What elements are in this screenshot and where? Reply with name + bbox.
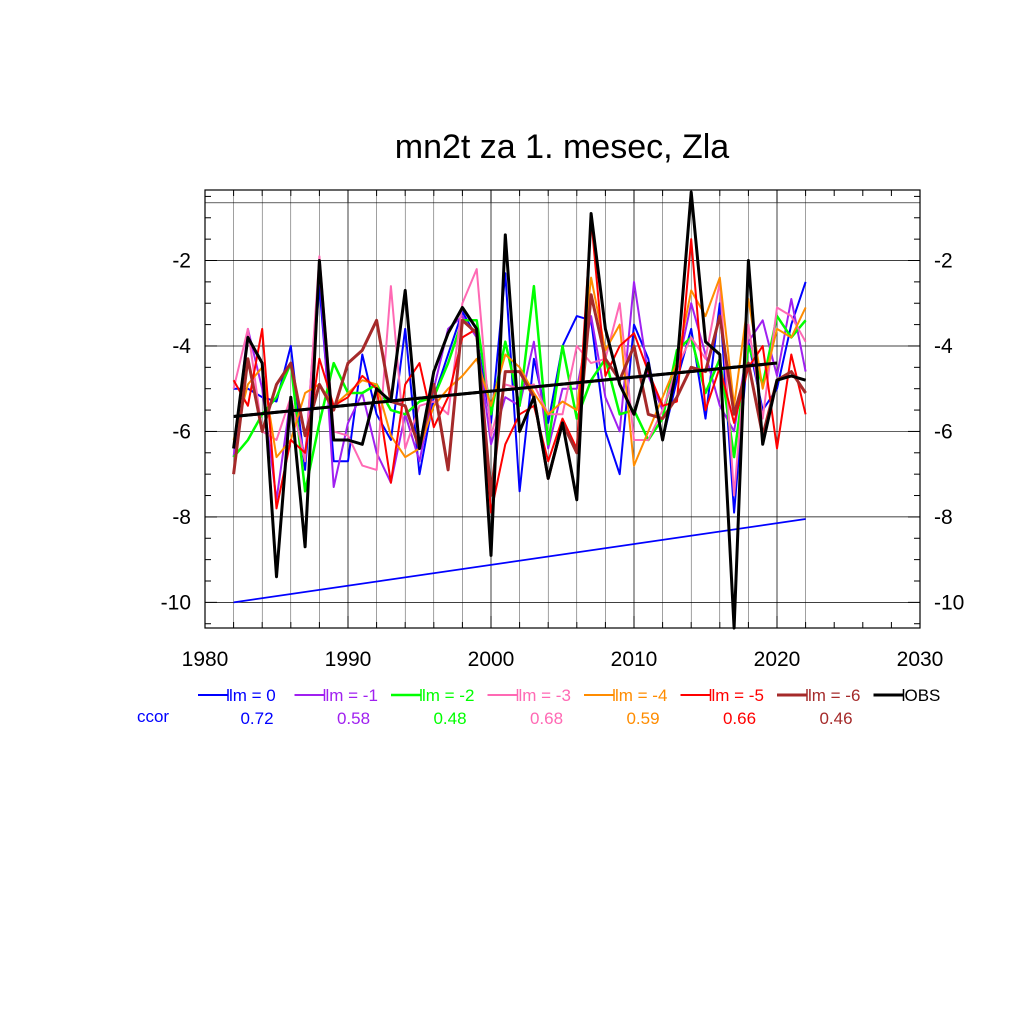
legend-label: lm = -2 <box>422 686 474 705</box>
x-tick-label: 2010 <box>611 648 658 671</box>
x-tick-label: 1980 <box>182 648 229 671</box>
legend-label: lm = -4 <box>615 686 667 705</box>
ccor-value: 0.66 <box>723 709 756 728</box>
trend-line <box>233 518 806 604</box>
legend-label: lm = -6 <box>808 686 860 705</box>
ccor-value: 0.68 <box>530 709 563 728</box>
y-tick-label-right: -6 <box>934 420 953 443</box>
x-tick-label: 1990 <box>325 648 372 671</box>
x-tick-label: 2000 <box>468 648 515 671</box>
ccor-value: 0.59 <box>626 709 659 728</box>
ccor-value: 0.48 <box>433 709 466 728</box>
x-tick-label: 2030 <box>897 648 944 671</box>
y-tick-label-left: -10 <box>161 591 191 614</box>
legend-label: lm = -1 <box>326 686 378 705</box>
ccor-label: ccor <box>137 707 169 726</box>
ccor-value: 0.58 <box>337 709 370 728</box>
series-lines <box>232 190 807 630</box>
axis-ticks: 1980 1990 2000 2010 2020 2030 -10 -10 -8 -8 -6 -6 -4… <box>161 190 964 671</box>
legend-label: lm = -3 <box>519 686 571 705</box>
obs-trend-line <box>233 361 778 418</box>
ccor-value: 0.46 <box>819 709 852 728</box>
legend-label: OBS <box>905 686 941 705</box>
series-line-lm--6 <box>232 293 807 497</box>
y-tick-label-right: -8 <box>934 506 953 529</box>
legend: lm = 0 lm = -1 lm = -2 lm = -3 lm = -4 lm = -… <box>137 686 940 728</box>
y-tick-label-left: -6 <box>172 420 191 443</box>
y-tick-label-left: -4 <box>172 335 191 358</box>
series-line-OBS <box>232 190 807 630</box>
y-tick-label-right: -2 <box>934 250 953 273</box>
legend-label: lm = -5 <box>712 686 764 705</box>
y-tick-label-left: -8 <box>172 506 191 529</box>
x-tick-label: 2020 <box>754 648 801 671</box>
ccor-value: 0.72 <box>240 709 273 728</box>
y-tick-label-right: -10 <box>934 591 964 614</box>
chart-title: mn2t za 1. mesec, Zla <box>395 128 730 166</box>
plot-frame <box>204 189 921 629</box>
legend-label: lm = 0 <box>229 686 276 705</box>
y-tick-label-left: -2 <box>172 250 191 273</box>
y-tick-label-right: -4 <box>934 335 953 358</box>
